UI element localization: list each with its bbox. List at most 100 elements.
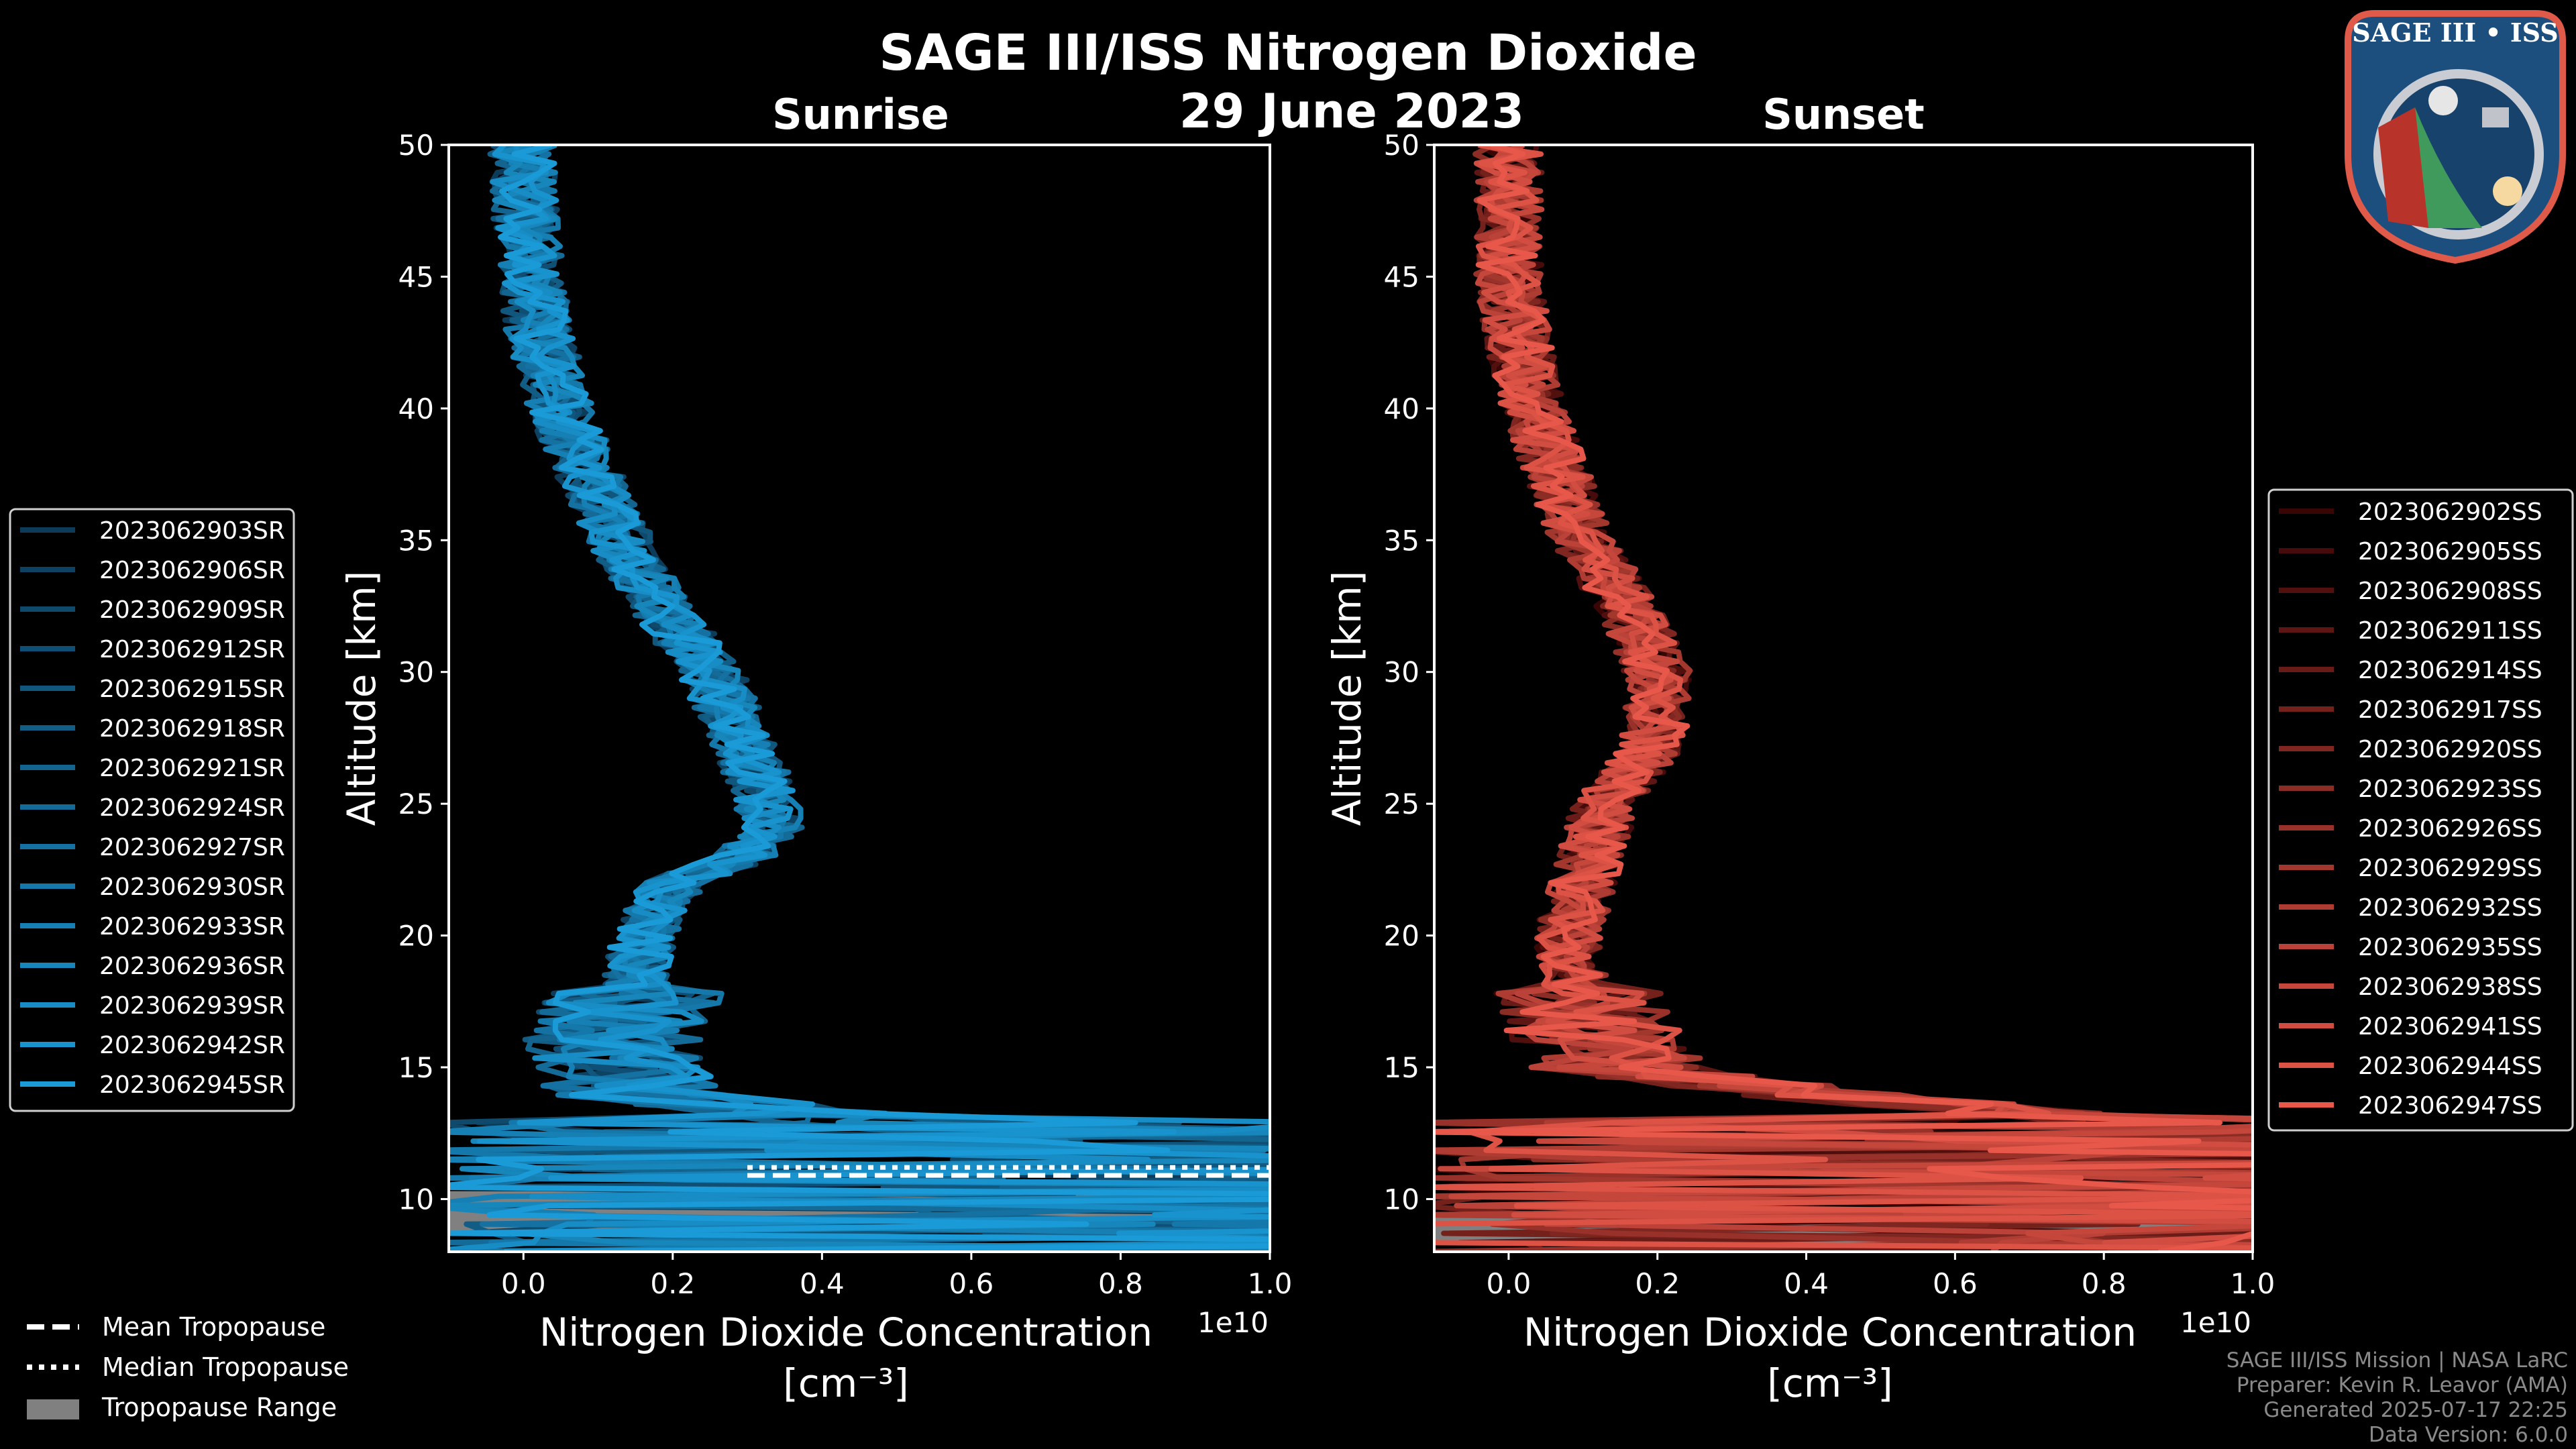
sunset-plot: 0.0 0.2 0.4 0.6 0.8 1.0 10 15 20 25 30 35 40 45 50 1e10… [1324,129,2275,1406]
mean-tropopause-label: Mean Tropopause [102,1312,325,1342]
legend-label: 2023062932SS [2358,894,2542,922]
y-tick-label: 50 [1384,129,1419,162]
credit-preparer: Preparer: Kevin R. Leavor (AMA) [2237,1373,2568,1397]
x-scale-label: 1e10 [2180,1306,2251,1339]
sunset-legend: 2023062902SS 2023062905SS 2023062908SS 2023… [2267,488,2574,1132]
legend-label: 2023062918SR [99,715,285,743]
y-axis-label: Altitude [km] [339,571,384,826]
legend-item: 2023062944SS [2279,1053,2542,1080]
y-tick-label: 15 [398,1051,434,1084]
legend-label: 2023062917SS [2358,696,2542,724]
x-tick-label: 0.2 [1635,1267,1680,1300]
x-axis-units: [cm⁻³] [1767,1360,1893,1406]
y-tick-label: 30 [1384,656,1419,689]
profile-line-2023062947SS [1434,145,2253,1252]
legend-item: 2023062914SS [2279,657,2542,684]
profile-line-2023062939SR [449,145,1270,1252]
x-tick-label: 1.0 [2231,1267,2275,1300]
legend-label: 2023062941SS [2358,1013,2542,1040]
legend-label: 2023062929SS [2358,855,2542,882]
figure-title: SAGE III/ISS Nitrogen Dioxide [879,24,1697,82]
legend-item: 2023062920SS [2279,736,2542,763]
legend-label: 2023062926SS [2358,815,2542,843]
axes-frame [447,144,1271,1253]
profile-line-2023062945SR [449,145,1270,1252]
y-tick-label: 50 [398,129,434,162]
legend-item: 2023062947SS [2279,1092,2542,1120]
y-tick-label: 20 [1384,920,1419,953]
logo-text: SAGE III • ISS [2352,17,2558,48]
legend-label: 2023062930SR [99,873,285,901]
legend-item: 2023062917SS [2279,696,2542,724]
sunset-panel-title: Sunset [1762,90,1925,139]
profile-line-2023062942SR [477,145,1270,1252]
credit-version: Data Version: 6.0.0 [2369,1423,2568,1447]
legend-label: 2023062921SR [99,755,285,782]
legend-label: 2023062905SS [2358,538,2542,566]
sunrise-legend: 2023062903SR 2023062906SR 2023062909SR 2023… [9,508,295,1112]
legend-item: 2023062939SR [20,992,285,1020]
y-tick-label: 10 [1384,1183,1419,1216]
legend-label: 2023062938SS [2358,973,2542,1001]
y-tick-label: 40 [1384,392,1419,425]
legend-item: 2023062912SR [20,636,285,663]
sunrise-panel-title: Sunrise [772,90,949,139]
legend-label: 2023062944SS [2358,1053,2542,1080]
legend-item: 2023062933SR [20,913,285,941]
legend-label: 2023062927SR [99,834,285,861]
legend-item: 2023062935SS [2279,934,2542,961]
legend-item: 2023062911SS [2279,617,2542,645]
figure-date: 29 June 2023 [1179,84,1524,139]
legend-label: 2023062933SR [99,913,285,941]
legend-label: 2023062939SR [99,992,285,1020]
y-tick-label: 20 [398,920,434,953]
profile-line-2023062938SS [1438,145,2253,1248]
x-tick-label: 0.0 [1487,1267,1532,1300]
y-tick-label: 40 [398,392,434,425]
legend-item: 2023062918SR [20,715,285,743]
y-tick-label: 45 [1384,260,1419,293]
legend-label: 2023062912SR [99,636,285,663]
tropopause-range-label: Tropopause Range [101,1393,337,1422]
x-scale-label: 1e10 [1197,1306,1269,1339]
x-axis-label: Nitrogen Dioxide Concentration [1523,1309,2137,1355]
legend-item: 2023062929SS [2279,855,2542,882]
legend-label: 2023062947SS [2358,1092,2542,1120]
legend-item: 2023062932SS [2279,894,2542,922]
legend-label: 2023062945SR [99,1071,285,1099]
axes-frame [1433,144,2254,1253]
legend-label: 2023062923SS [2358,775,2542,803]
sunrise-plot: 0.0 0.2 0.4 0.6 0.8 1.0 10 15 20 25 30 35 40 45 50 1e10… [339,129,1293,1406]
legend-item: 2023062930SR [20,873,285,901]
legend-item: 2023062941SS [2279,1013,2542,1040]
legend-item: 2023062942SR [20,1032,285,1059]
legend-item: 2023062905SS [2279,538,2542,566]
legend-label: 2023062924SR [99,794,285,822]
x-axis-units: [cm⁻³] [783,1360,909,1406]
y-tick-label: 45 [398,260,434,293]
legend-item: 2023062936SR [20,953,285,980]
legend-item: 2023062945SR [20,1071,285,1099]
legend-label: 2023062942SR [99,1032,285,1059]
legend-item: 2023062908SS [2279,578,2542,605]
legend-label: 2023062915SR [99,676,285,703]
legend-label: 2023062914SS [2358,657,2542,684]
legend-item: 2023062909SR [20,596,285,624]
legend-label: 2023062908SS [2358,578,2542,605]
x-tick-label: 0.4 [1784,1267,1829,1300]
x-tick-label: 0.6 [949,1267,994,1300]
legend-item: 2023062902SS [2279,498,2542,526]
credit-generated: Generated 2025-07-17 22:25 [2263,1398,2568,1422]
x-tick-label: 1.0 [1248,1267,1293,1300]
y-tick-label: 30 [398,656,434,689]
x-tick-label: 0.0 [501,1267,546,1300]
x-tick-label: 0.6 [1933,1267,1978,1300]
legend-item: 2023062924SR [20,794,285,822]
legend-item: 2023062903SR [20,517,285,545]
legend-item: 2023062926SS [2279,815,2542,843]
legend-label: 2023062936SR [99,953,285,980]
y-tick-label: 15 [1384,1051,1419,1084]
sage-iii-iss-mission-logo: SAGE III • ISS [2345,10,2566,264]
legend-label: 2023062920SS [2358,736,2542,763]
credits: SAGE III/ISS Mission | NASA LaRC Prepare… [2226,1348,2568,1447]
